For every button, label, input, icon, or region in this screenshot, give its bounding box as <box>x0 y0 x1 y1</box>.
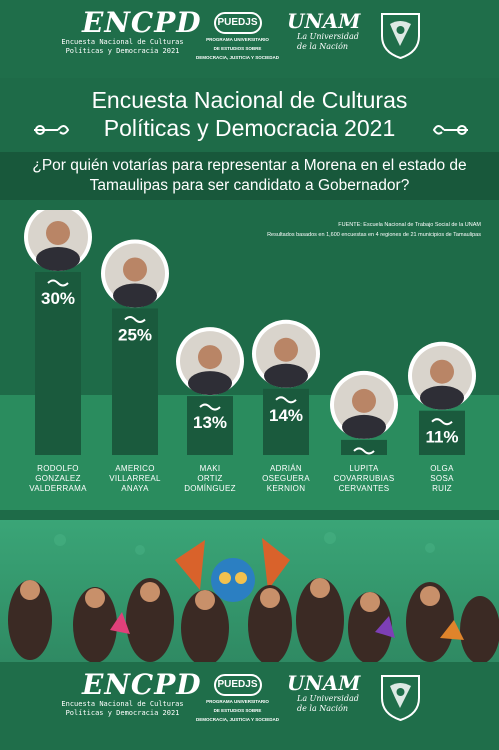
bar-2 <box>112 308 158 455</box>
bar-6 <box>419 410 465 455</box>
ornament-icon-2 <box>124 316 146 323</box>
unam-shield-icon <box>381 13 420 60</box>
bar-1 <box>35 272 81 455</box>
candidate-name-1-line-3: VALDERRAMA <box>29 484 87 493</box>
ornament-icon-3 <box>199 403 221 411</box>
candidate-name-5-line-2: COVARRUBIAS <box>333 474 395 483</box>
candidate-silhouette-body-3 <box>188 371 232 396</box>
value-label-2: 25% <box>118 326 152 345</box>
candidate-name-1: RODOLFO GONZALEZ VALDERRAMA <box>20 464 96 494</box>
footer-encpd-subtitle-1: Encuesta Nacional de Culturas <box>61 700 184 708</box>
footer-band: ENCPD Encuesta Nacional de Culturas Polí… <box>0 662 499 750</box>
value-label-1: 30% <box>41 289 75 308</box>
candidate-name-6: OLGA SOSA RUIZ <box>404 464 480 494</box>
footer-puedjs-subtitle-2: DE ESTUDIOS SOBRE <box>213 708 262 713</box>
unam-wordmark: UNAM <box>287 9 361 33</box>
candidate-silhouette-head-4 <box>274 337 298 362</box>
candidate-name-5-line-1: LUPITA <box>349 464 379 473</box>
header-band: ENCPD Encuesta Nacional de Culturas Polí… <box>0 0 499 78</box>
footer-puedjs-subtitle-3: DEMOCRACIA, JUSTICIA Y SOCIEDAD <box>196 717 279 722</box>
question-band <box>0 152 499 200</box>
survey-question-line-2: Tamaulipas para ser candidato a Gobernad… <box>89 177 410 194</box>
candidate-name-4-line-1: ADRIÁN <box>269 464 303 473</box>
footer-puedjs-logo: PUEDJS PROGRAMA UNIVERSITARIO DE ESTUDIO… <box>190 674 285 723</box>
candidate-silhouette-body-6 <box>420 385 464 410</box>
footer-unam-wordmark: UNAM <box>287 671 361 695</box>
candidate-silhouette-head-2 <box>123 257 147 282</box>
candidate-silhouette-head-6 <box>430 359 454 384</box>
candidate-silhouette-head-3 <box>198 345 222 370</box>
candidate-name-2-line-2: VILLARREAL <box>109 474 161 483</box>
candidate-silhouette-body-2 <box>113 283 157 308</box>
ornament-icon-5 <box>353 447 375 455</box>
footer-unam-shield-icon <box>381 675 420 722</box>
ornament-icon-6 <box>431 418 453 426</box>
candidate-name-4-line-2: OSEGUERA <box>262 474 310 483</box>
candidate-name-6-line-3: RUIZ <box>432 484 452 493</box>
footer-encpd-wordmark: ENCPD <box>82 668 202 701</box>
footer-unam-subtitle-1: La Universidad <box>297 694 359 703</box>
candidate-name-4: ADRIÁN OSEGUERA KERNION <box>248 464 324 494</box>
footer-encpd-logo: ENCPD Encuesta Nacional de Culturas Polí… <box>60 668 202 718</box>
ornament-icon-1 <box>47 279 69 287</box>
candidate-name-5: LUPITA COVARRUBIAS CERVANTES <box>326 464 402 494</box>
candidate-name-2-line-1: AMERICO <box>115 464 155 473</box>
source-line-1: FUENTE: Escuela Nacional de Trabajo Soci… <box>338 222 481 228</box>
candidate-name-3-line-2: ORTIZ <box>197 474 223 483</box>
bar-chart: 30% 25% 13% 14% 7% 11% <box>24 210 476 460</box>
encpd-wordmark: ENCPD <box>82 6 202 39</box>
ornament-icon-4 <box>275 396 297 404</box>
bar-5 <box>341 439 387 455</box>
survey-question-line-1: ¿Por quién votarías para representar a M… <box>32 157 467 174</box>
candidate-name-6-line-1: OLGA <box>430 464 454 473</box>
footer-encpd-subtitle-2: Políticas y Democracia 2021 <box>65 709 180 717</box>
candidate-silhouette-body-1 <box>36 247 80 271</box>
left-swirl-icon <box>34 125 70 135</box>
main-title-line-1: Encuesta Nacional de Culturas <box>91 87 408 113</box>
main-title: Encuesta Nacional de Culturas Políticas … <box>0 86 499 142</box>
candidate-name-6-line-2: SOSA <box>430 474 454 483</box>
candidate-name-4-line-3: KERNION <box>266 484 306 493</box>
unam-subtitle-2: de la Nación <box>297 42 349 51</box>
puedjs-subtitle-3: DEMOCRACIA, JUSTICIA Y SOCIEDAD <box>196 55 279 60</box>
candidate-name-1-line-2: GONZALEZ <box>35 474 81 483</box>
encpd-subtitle-1: Encuesta Nacional de Culturas <box>61 38 184 46</box>
puedjs-logo: PUEDJS PROGRAMA UNIVERSITARIO DE ESTUDIO… <box>190 12 285 61</box>
encpd-logo: ENCPD Encuesta Nacional de Culturas Polí… <box>60 6 202 56</box>
footer-puedjs-wordmark: PUEDJS <box>213 674 262 696</box>
footer-unam-logo: UNAM La Universidad de la Nación <box>287 672 362 714</box>
puedjs-subtitle-1: PROGRAMA UNIVERSITARIO <box>206 37 269 42</box>
candidate-silhouette-body-5 <box>342 414 386 439</box>
candidate-silhouette-body-4 <box>264 363 308 388</box>
source-line-2: Resultados basados en 1,600 encuestas en… <box>267 232 481 238</box>
candidate-silhouette-head-1 <box>46 221 70 245</box>
value-label-3: 13% <box>193 413 227 432</box>
source-note: FUENTE: Escuela Nacional de Trabajo Soci… <box>267 220 481 240</box>
unam-subtitle-1: La Universidad <box>297 32 359 41</box>
puedjs-wordmark: PUEDJS <box>213 12 262 34</box>
lower-band <box>0 395 499 510</box>
puedjs-subtitle-2: DE ESTUDIOS SOBRE <box>213 46 262 51</box>
candidate-name-1-line-1: RODOLFO <box>37 464 79 473</box>
candidate-name-3-line-1: MAKI <box>199 464 221 473</box>
value-label-5: 7% <box>352 457 377 460</box>
candidate-name-2: AMERICO VILLARREAL ANAYA <box>97 464 173 494</box>
crowd-scene-illustration <box>0 520 499 662</box>
candidate-name-3: MAKI ORTIZ DOMÍNGUEZ <box>172 464 248 494</box>
candidate-name-5-line-3: CERVANTES <box>338 484 390 493</box>
candidate-name-2-line-3: ANAYA <box>121 484 149 493</box>
candidate-silhouette-head-5 <box>352 388 376 413</box>
footer-unam-subtitle-2: de la Nación <box>297 704 349 713</box>
survey-question: ¿Por quién votarías para representar a M… <box>0 156 499 196</box>
encpd-subtitle-2: Políticas y Democracia 2021 <box>65 47 180 55</box>
unam-logo: UNAM La Universidad de la Nación <box>287 10 362 52</box>
candidate-name-3-line-3: DOMÍNGUEZ <box>184 484 236 493</box>
right-swirl-icon <box>432 125 468 135</box>
main-title-line-2: Políticas y Democracia 2021 <box>103 115 396 141</box>
footer-puedjs-subtitle-1: PROGRAMA UNIVERSITARIO <box>206 699 269 704</box>
value-label-6: 11% <box>425 428 458 447</box>
value-label-4: 14% <box>269 406 303 425</box>
